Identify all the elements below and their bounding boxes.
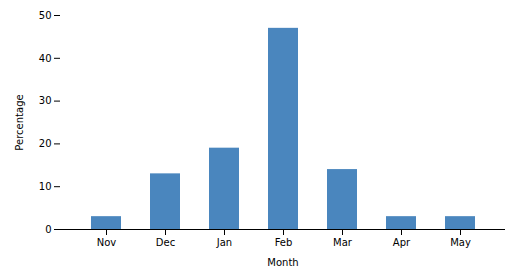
svg-text:50: 50 — [39, 10, 52, 21]
svg-text:Jan: Jan — [216, 237, 232, 248]
svg-text:Percentage: Percentage — [14, 94, 25, 150]
svg-text:30: 30 — [39, 95, 52, 106]
svg-text:Apr: Apr — [393, 237, 411, 248]
svg-text:Mar: Mar — [333, 237, 353, 248]
svg-text:Month: Month — [267, 257, 298, 268]
svg-text:Nov: Nov — [97, 237, 117, 248]
svg-text:20: 20 — [39, 138, 52, 149]
svg-text:Feb: Feb — [275, 237, 293, 248]
svg-text:May: May — [450, 237, 471, 248]
svg-text:0: 0 — [45, 224, 51, 235]
svg-text:Dec: Dec — [156, 237, 175, 248]
svg-text:40: 40 — [39, 53, 52, 64]
svg-text:10: 10 — [39, 181, 52, 192]
